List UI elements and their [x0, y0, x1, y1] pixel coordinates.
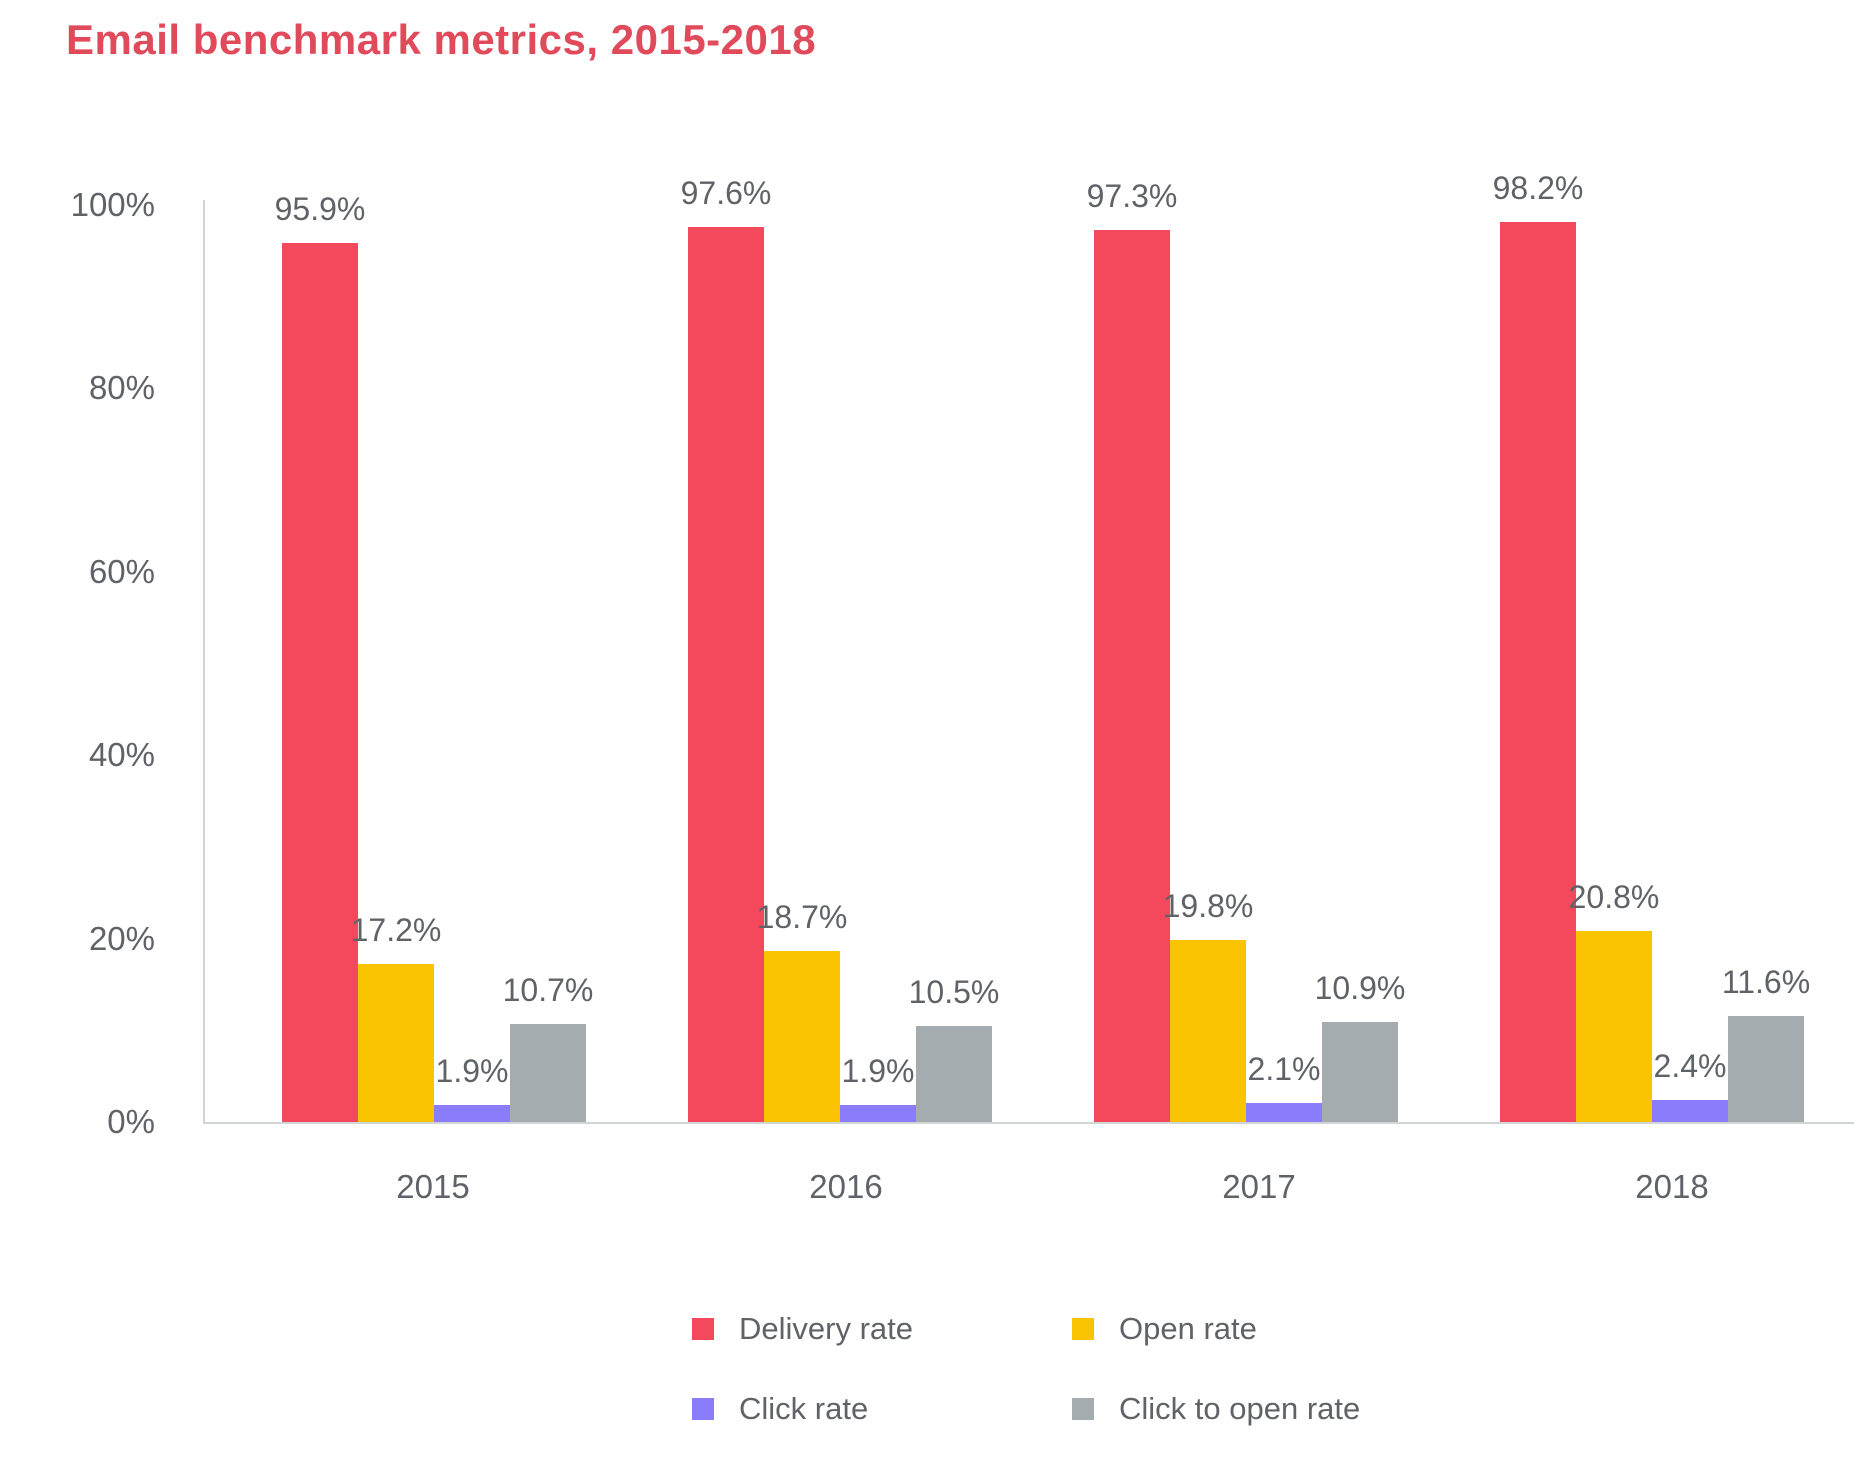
- value-label-click-to-open-rate-2015: 10.7%: [502, 972, 594, 1008]
- legend-label-click-rate: Click rate: [739, 1391, 869, 1426]
- bar-click-to-open-rate-2017: [1322, 1022, 1398, 1122]
- bar-delivery-rate-2017: [1094, 230, 1170, 1122]
- legend-item-open-rate: Open rate: [1072, 1311, 1257, 1347]
- value-label-click-to-open-rate-2016: 10.5%: [908, 974, 1000, 1010]
- y-axis-tick-label: 0%: [107, 1103, 155, 1140]
- value-label-click-to-open-rate-2018: 11.6%: [1721, 964, 1811, 1000]
- bar-click-to-open-rate-2018: [1728, 1016, 1804, 1122]
- bar-delivery-rate-2018: [1500, 222, 1576, 1122]
- value-label-open-rate-2018: 20.8%: [1568, 879, 1660, 915]
- bar-click-rate-2015: [434, 1105, 510, 1122]
- legend-swatch-click-rate: [692, 1398, 714, 1420]
- x-axis-category-label-2018: 2018: [1635, 1168, 1709, 1205]
- bar-click-rate-2017: [1246, 1103, 1322, 1122]
- legend-label-open-rate: Open rate: [1119, 1311, 1257, 1346]
- bar-open-rate-2015: [358, 964, 434, 1122]
- x-axis-category-label-2017: 2017: [1222, 1168, 1296, 1205]
- value-label-click-to-open-rate-2017: 10.9%: [1314, 970, 1406, 1006]
- y-axis-tick-label: 40%: [88, 736, 155, 774]
- y-axis-tick-label: 100%: [70, 186, 155, 223]
- x-axis-category-label-2015: 2015: [396, 1168, 470, 1205]
- value-label-delivery-rate-2017: 97.3%: [1086, 178, 1178, 214]
- value-label-open-rate-2016: 18.7%: [756, 899, 848, 935]
- x-axis-category-label-2016: 2016: [809, 1168, 883, 1205]
- x-axis-line: [203, 1122, 1854, 1124]
- value-label-click-rate-2016: 1.9%: [841, 1053, 915, 1089]
- bar-open-rate-2017: [1170, 940, 1246, 1122]
- bar-open-rate-2016: [764, 951, 840, 1122]
- value-label-click-rate-2015: 1.9%: [435, 1053, 509, 1089]
- y-axis-tick-label: 80%: [88, 369, 155, 407]
- bar-delivery-rate-2016: [688, 227, 764, 1122]
- value-label-click-rate-2017: 2.1%: [1247, 1051, 1321, 1087]
- value-label-delivery-rate-2018: 98.2%: [1492, 170, 1584, 206]
- bar-click-to-open-rate-2015: [510, 1024, 586, 1122]
- bar-click-rate-2018: [1652, 1100, 1728, 1122]
- legend-swatch-open-rate: [1072, 1318, 1094, 1340]
- value-label-click-rate-2018: 2.4%: [1653, 1048, 1727, 1084]
- legend-swatch-delivery-rate: [692, 1318, 714, 1340]
- bar-delivery-rate-2015: [282, 243, 358, 1122]
- legend-label-delivery-rate: Delivery rate: [739, 1311, 913, 1346]
- chart-title: Email benchmark metrics, 2015-2018: [66, 16, 817, 63]
- y-axis-tick-label: 20%: [88, 919, 155, 957]
- bar-open-rate-2018: [1576, 931, 1652, 1122]
- legend-item-click-to-open-rate: Click to open rate: [1072, 1391, 1360, 1427]
- legend-label-click-to-open-rate: Click to open rate: [1119, 1391, 1361, 1426]
- bar-click-rate-2016: [840, 1105, 916, 1122]
- legend-item-delivery-rate: Delivery rate: [692, 1311, 913, 1347]
- value-label-open-rate-2017: 19.8%: [1162, 888, 1254, 924]
- value-label-delivery-rate-2015: 95.9%: [274, 191, 366, 227]
- y-axis-tick-label: 60%: [88, 552, 155, 590]
- legend-swatch-click-to-open-rate: [1072, 1398, 1094, 1420]
- y-axis-line: [203, 200, 205, 1122]
- value-label-delivery-rate-2016: 97.6%: [680, 175, 772, 211]
- legend-item-click-rate: Click rate: [692, 1391, 868, 1427]
- bar-click-to-open-rate-2016: [916, 1026, 992, 1122]
- value-label-open-rate-2015: 17.2%: [350, 912, 442, 948]
